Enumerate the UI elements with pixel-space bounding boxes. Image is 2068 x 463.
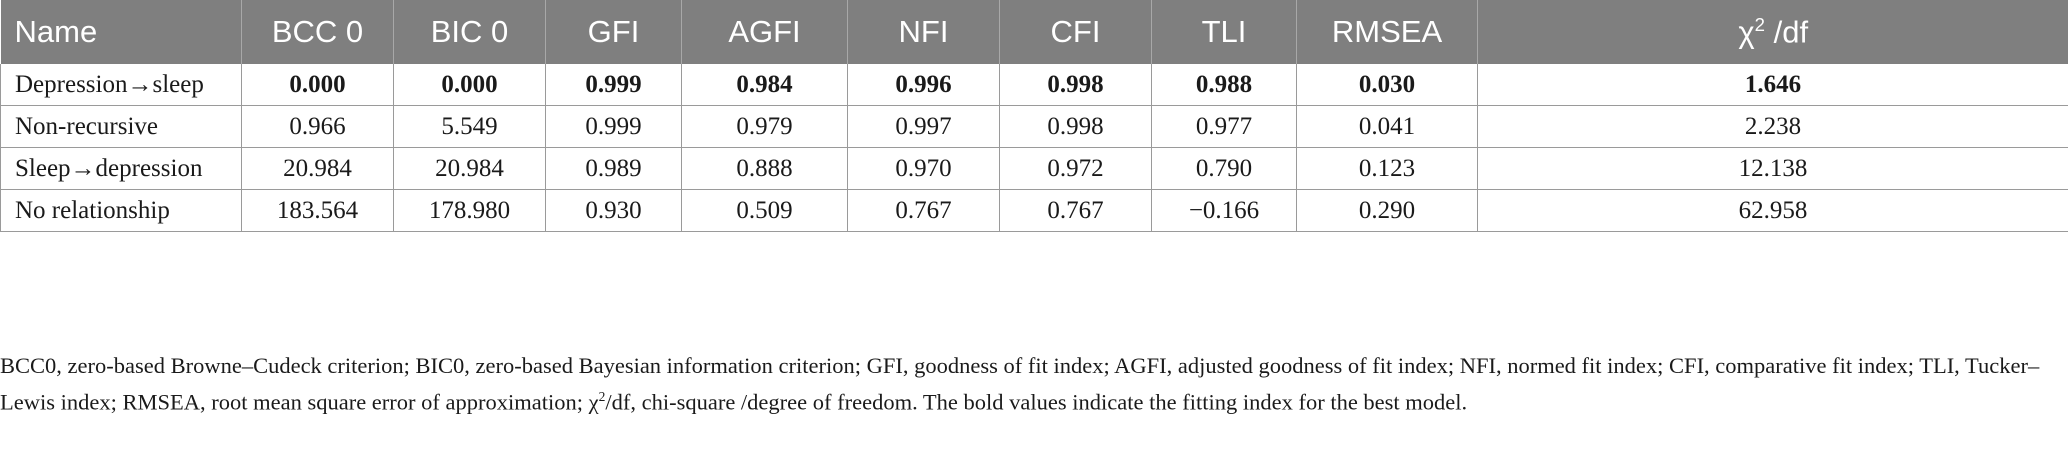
agfi-cell: 0.979	[681, 105, 848, 148]
header-nfi: NFI	[847, 0, 1000, 64]
bcc0-cell: 0.000	[241, 64, 394, 106]
footnote-text-part2: /df, chi-square /degree of freedom. The …	[605, 389, 1468, 415]
nfi-cell: 0.997	[847, 105, 1000, 148]
nfi-cell: 0.996	[847, 64, 1000, 106]
bcc0-cell: 183.564	[241, 189, 394, 232]
gfi-cell: 0.999	[545, 64, 682, 106]
tli-cell: 0.790	[1151, 147, 1297, 190]
cfi-cell: 0.998	[999, 64, 1152, 106]
cfi-cell: 0.767	[999, 189, 1152, 232]
agfi-cell: 0.984	[681, 64, 848, 106]
header-agfi: AGFI	[681, 0, 848, 64]
chi2-df-cell: 12.138	[1477, 147, 2068, 190]
row-name-cell: Sleep→depression	[0, 147, 242, 190]
header-bic0: BIC 0	[393, 0, 546, 64]
tli-cell: 0.977	[1151, 105, 1297, 148]
bic0-cell: 0.000	[393, 64, 546, 106]
chi2-df-cell: 62.958	[1477, 189, 2068, 232]
rmsea-cell: 0.290	[1296, 189, 1478, 232]
footnote-superscript: 2	[598, 389, 606, 404]
tli-cell: −0.166	[1151, 189, 1297, 232]
header-gfi: GFI	[545, 0, 682, 64]
header-cfi: CFI	[999, 0, 1152, 64]
fit-index-table-wrapper: Name BCC 0 BIC 0 GFI AGFI NFI CFI TLI RM…	[0, 0, 2068, 232]
chi2-df-cell: 1.646	[1477, 64, 2068, 106]
header-tli: TLI	[1151, 0, 1297, 64]
header-chi2-df: χ2 /df	[1477, 0, 2068, 64]
tli-cell: 0.988	[1151, 64, 1297, 106]
nfi-cell: 0.970	[847, 147, 1000, 190]
nfi-cell: 0.767	[847, 189, 1000, 232]
row-name-cell: No relationship	[0, 189, 242, 232]
bcc0-cell: 0.966	[241, 105, 394, 148]
bcc0-cell: 20.984	[241, 147, 394, 190]
table-row: Depression→sleep 0.000 0.000 0.999 0.984…	[0, 64, 2068, 106]
chi2-df-cell: 2.238	[1477, 105, 2068, 148]
row-name-cell: Depression→sleep	[0, 64, 242, 106]
fit-index-table: Name BCC 0 BIC 0 GFI AGFI NFI CFI TLI RM…	[0, 0, 2068, 232]
bic0-cell: 20.984	[393, 147, 546, 190]
cfi-cell: 0.972	[999, 147, 1152, 190]
rmsea-cell: 0.123	[1296, 147, 1478, 190]
gfi-cell: 0.999	[545, 105, 682, 148]
header-df-suffix: /df	[1765, 14, 1809, 50]
table-header-row: Name BCC 0 BIC 0 GFI AGFI NFI CFI TLI RM…	[0, 0, 2068, 64]
table-row: Sleep→depression 20.984 20.984 0.989 0.8…	[0, 147, 2068, 190]
header-name: Name	[0, 0, 242, 64]
gfi-cell: 0.989	[545, 147, 682, 190]
header-bcc0: BCC 0	[241, 0, 394, 64]
header-rmsea: RMSEA	[1296, 0, 1478, 64]
bic0-cell: 178.980	[393, 189, 546, 232]
header-chi-symbol: χ	[1738, 14, 1755, 50]
row-name-cell: Non-recursive	[0, 105, 242, 148]
agfi-cell: 0.509	[681, 189, 848, 232]
agfi-cell: 0.888	[681, 147, 848, 190]
bic0-cell: 5.549	[393, 105, 546, 148]
cfi-cell: 0.998	[999, 105, 1152, 148]
rmsea-cell: 0.041	[1296, 105, 1478, 148]
rmsea-cell: 0.030	[1296, 64, 1478, 106]
table-footnote: BCC0, zero-based Browne–Cudeck criterion…	[0, 350, 2060, 418]
header-chi-superscript: 2	[1754, 13, 1766, 35]
gfi-cell: 0.930	[545, 189, 682, 232]
table-row: No relationship 183.564 178.980 0.930 0.…	[0, 189, 2068, 232]
table-row: Non-recursive 0.966 5.549 0.999 0.979 0.…	[0, 105, 2068, 148]
footnote-text-part1: BCC0, zero-based Browne–Cudeck criterion…	[0, 353, 2040, 415]
